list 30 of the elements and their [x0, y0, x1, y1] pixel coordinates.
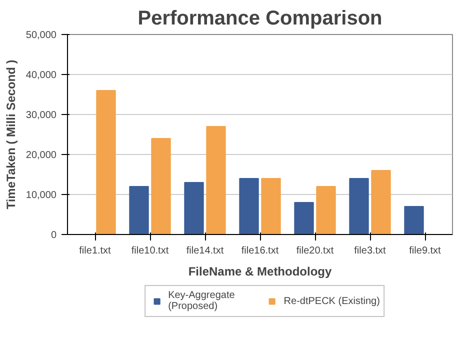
- bar: [261, 178, 281, 234]
- y-tick-label: 50,000: [26, 30, 57, 41]
- bar: [294, 202, 314, 234]
- y-tick-label: 0: [50, 230, 57, 241]
- x-tick-label: file3.txt: [354, 246, 386, 256]
- bar: [404, 206, 424, 234]
- bar: [206, 126, 226, 234]
- bar: [316, 186, 336, 234]
- x-tick-label: file16.txt: [241, 246, 279, 256]
- x-axis-title: FileName & Methodology: [188, 264, 332, 278]
- x-tick-label: file14.txt: [186, 246, 224, 256]
- x-tick-label: file9.txt: [409, 246, 442, 256]
- y-tick-label: 40,000: [26, 70, 57, 81]
- bar: [96, 90, 116, 234]
- y-tick-label: 30,000: [26, 110, 57, 121]
- x-tick-label: file10.txt: [131, 246, 169, 256]
- y-tick-label: 20,000: [26, 150, 57, 161]
- y-tick-label: 10,000: [26, 190, 57, 201]
- bar: [151, 138, 171, 234]
- legend-label: Re-dtPECK (Existing): [284, 296, 380, 306]
- bar: [129, 186, 149, 234]
- bar: [349, 178, 369, 234]
- bar: [239, 178, 259, 234]
- bar: [184, 182, 204, 234]
- legend-label: Key-Aggregate (Proposed): [168, 290, 235, 312]
- chart-title: Performance Comparison: [138, 8, 382, 30]
- x-tick-label: file20.txt: [296, 246, 334, 256]
- x-tick-label: file1.txt: [79, 246, 112, 256]
- bar: [371, 170, 391, 234]
- y-axis-title: TimeTaken ( Milli Second ): [4, 60, 18, 210]
